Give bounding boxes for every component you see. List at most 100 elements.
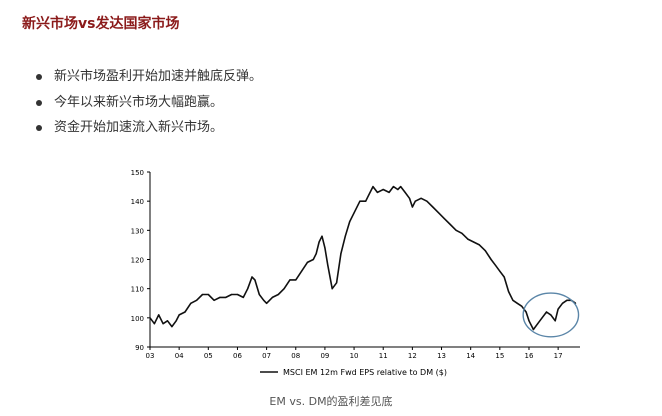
x-tick-label: 03 — [146, 352, 155, 360]
x-tick-label: 12 — [408, 352, 417, 360]
bullet-text: 资金开始加速流入新兴市场。 — [54, 120, 224, 135]
chart-legend: MSCI EM 12m Fwd EPS relative to DM ($) — [260, 368, 447, 377]
data-point — [258, 293, 260, 296]
bullet-text: 今年以来新兴市场大幅跑赢。 — [54, 94, 224, 110]
data-point — [213, 299, 215, 301]
data-point — [537, 323, 539, 325]
data-point — [484, 250, 486, 252]
data-point — [340, 253, 342, 255]
x-tick-label: 10 — [350, 352, 359, 360]
series-line — [149, 185, 577, 331]
data-point — [411, 206, 413, 208]
x-tick-label: 11 — [379, 352, 388, 360]
data-point — [301, 270, 303, 272]
data-point — [376, 191, 378, 193]
bullet-dot-icon — [36, 74, 42, 80]
y-tick-label: 130 — [131, 227, 144, 235]
x-tick-label: 07 — [262, 352, 271, 360]
data-point — [312, 258, 314, 261]
y-tick-label: 120 — [131, 257, 144, 265]
data-point — [392, 186, 394, 188]
data-point — [190, 302, 192, 304]
data-point — [508, 291, 510, 293]
data-point — [283, 288, 285, 290]
data-point — [525, 311, 527, 313]
eps-line-chart: 90 100 110 120 130 140 150 03 04 05 06 07 08 09 10 11 12… — [131, 169, 580, 377]
x-tick-label: 05 — [204, 352, 213, 360]
data-point — [512, 299, 514, 301]
data-point — [344, 235, 346, 237]
data-point — [414, 200, 416, 202]
bullet-item: 今年以来新兴市场大幅跑赢。 — [36, 90, 262, 116]
data-point — [242, 296, 244, 298]
data-point — [153, 323, 155, 325]
data-point — [175, 320, 177, 322]
data-point — [336, 282, 338, 284]
x-tick-label: 15 — [495, 352, 504, 360]
chart-caption: EM vs. DM的盈利差见底 — [269, 395, 393, 408]
data-point — [521, 305, 523, 307]
data-point — [324, 247, 326, 249]
data-point — [289, 279, 291, 281]
y-tick-label: 90 — [135, 344, 144, 352]
data-point — [247, 288, 249, 290]
data-point — [353, 212, 355, 214]
data-point — [499, 270, 501, 272]
bullet-list: 新兴市场盈利开始加速并触底反弹。 今年以来新兴市场大幅跑赢。 资金开始加速流入新… — [36, 64, 262, 141]
legend-label: MSCI EM 12m Fwd EPS relative to DM ($) — [283, 368, 447, 377]
data-point — [541, 317, 543, 319]
data-point — [318, 241, 320, 243]
data-point — [397, 188, 399, 191]
data-point — [516, 302, 518, 304]
data-point — [251, 276, 253, 278]
data-point — [178, 314, 180, 316]
data-point — [449, 223, 451, 226]
data-point — [166, 320, 169, 322]
data-point — [196, 299, 198, 301]
bullet-item: 资金开始加速流入新兴市场。 — [36, 115, 262, 141]
data-point — [321, 235, 323, 237]
x-tick-label: 13 — [437, 352, 446, 360]
data-point — [550, 314, 552, 316]
y-tick-label: 150 — [131, 169, 144, 177]
y-tick-label: 140 — [131, 198, 144, 206]
data-point — [467, 238, 469, 240]
data-point — [372, 186, 374, 188]
x-tick-label: 06 — [233, 352, 242, 360]
data-point — [503, 276, 505, 278]
data-point — [158, 314, 160, 316]
data-point — [561, 302, 564, 304]
highlight-circle — [522, 292, 580, 338]
data-point — [388, 191, 390, 193]
data-point — [494, 264, 497, 266]
data-point — [365, 200, 367, 202]
data-point — [490, 258, 492, 261]
data-point — [349, 221, 351, 223]
data-point — [231, 293, 233, 296]
data-point — [359, 200, 361, 202]
data-point — [331, 288, 333, 290]
bullet-item: 新兴市场盈利开始加速并触底反弹。 — [36, 64, 262, 90]
data-point — [382, 188, 384, 191]
data-point — [315, 253, 317, 255]
x-tick-label: 16 — [525, 352, 534, 360]
data-point — [368, 194, 370, 196]
data-point — [528, 320, 530, 322]
data-point — [207, 293, 209, 296]
bullet-text: 新兴市场盈利开始加速并触底反弹。 — [54, 69, 263, 84]
chart-axes: 90 100 110 120 130 140 150 03 04 05 06 07 08 09 10 11 12… — [131, 169, 580, 360]
data-point — [545, 311, 548, 313]
data-point — [554, 320, 556, 322]
chart-plot-area — [149, 185, 580, 338]
data-point — [225, 296, 227, 298]
y-tick-label: 110 — [131, 286, 144, 294]
data-point — [426, 200, 428, 202]
data-point — [254, 279, 256, 281]
bullet-dot-icon — [36, 99, 42, 106]
data-point — [277, 293, 279, 296]
data-point — [443, 218, 445, 220]
data-point — [149, 317, 151, 319]
data-point — [306, 261, 308, 263]
data-point — [408, 197, 411, 199]
data-point — [327, 264, 329, 266]
